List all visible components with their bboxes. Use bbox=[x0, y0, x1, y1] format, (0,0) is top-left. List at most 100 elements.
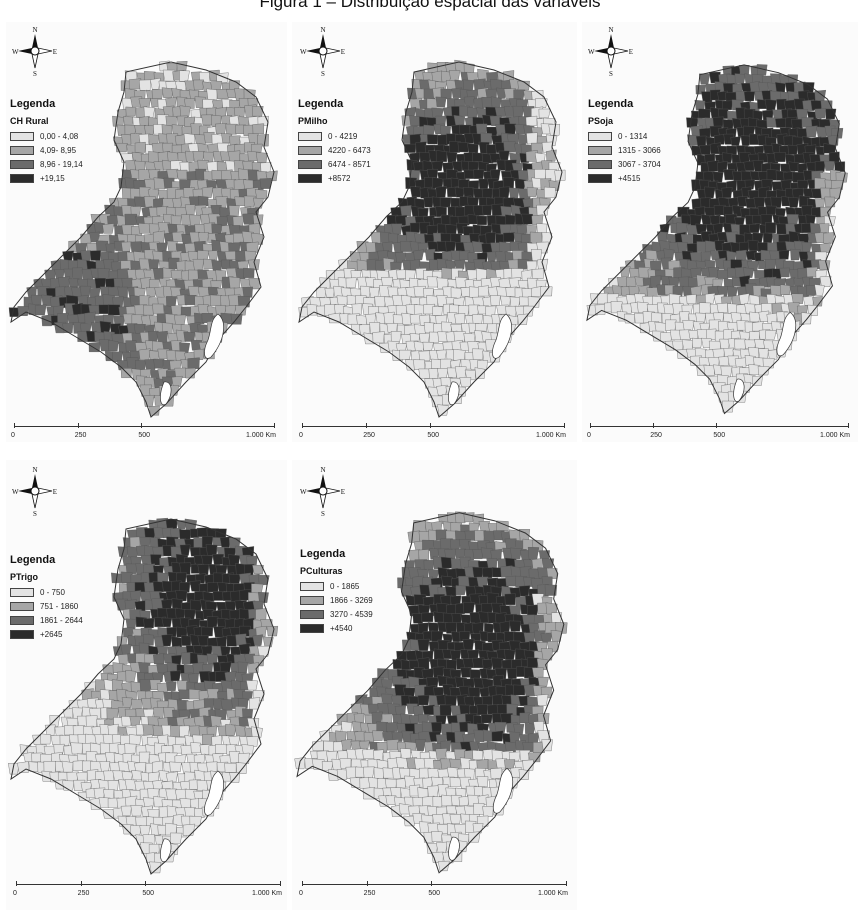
scale-tick bbox=[16, 881, 17, 886]
municipality-polygon bbox=[225, 123, 238, 135]
compass-rose-icon: N S E W bbox=[588, 26, 633, 76]
municipality-polygon bbox=[184, 98, 195, 109]
municipality-polygon bbox=[431, 70, 443, 83]
municipality-polygon bbox=[704, 186, 716, 199]
municipality-polygon bbox=[237, 295, 251, 308]
legend-swatch bbox=[10, 132, 34, 141]
municipality-polygon bbox=[259, 178, 272, 189]
municipality-polygon bbox=[464, 530, 477, 541]
municipality-polygon bbox=[749, 170, 761, 181]
municipality-polygon bbox=[508, 529, 521, 541]
municipality-polygon bbox=[79, 285, 92, 297]
scale-tick bbox=[302, 423, 303, 428]
municipality-polygon bbox=[734, 338, 747, 350]
municipality-polygon bbox=[820, 207, 832, 217]
municipality-polygon bbox=[765, 222, 777, 234]
municipality-polygon bbox=[472, 823, 484, 834]
municipality-polygon bbox=[481, 659, 494, 670]
municipality-polygon bbox=[453, 331, 466, 342]
lagoon-shape bbox=[204, 313, 224, 359]
municipality-polygon bbox=[532, 742, 546, 753]
municipality-polygon bbox=[124, 213, 137, 226]
municipality-polygon bbox=[818, 259, 831, 270]
municipality-polygon bbox=[814, 177, 826, 190]
legend-swatch bbox=[300, 596, 324, 605]
scale-label: 250 bbox=[77, 890, 90, 897]
municipality-polygon bbox=[718, 356, 731, 366]
municipality-polygon bbox=[90, 742, 102, 755]
municipality-polygon bbox=[699, 302, 711, 314]
municipality-polygon bbox=[341, 739, 353, 751]
scale-label: 0 bbox=[13, 890, 17, 897]
legend-title: Legenda bbox=[298, 98, 344, 110]
municipality-polygon bbox=[206, 88, 218, 100]
municipality-polygon bbox=[206, 761, 218, 773]
municipality-polygon bbox=[403, 815, 416, 827]
municipality-polygon bbox=[179, 562, 191, 575]
municipality-polygon bbox=[216, 636, 227, 647]
municipality-polygon bbox=[363, 766, 375, 779]
municipality-polygon bbox=[428, 259, 440, 271]
legend-label: +19,15 bbox=[40, 174, 65, 183]
municipality-polygon bbox=[252, 123, 265, 135]
municipality-polygon bbox=[192, 259, 205, 271]
legend-variable: PCulturas bbox=[300, 566, 343, 576]
municipality-polygon bbox=[235, 305, 247, 316]
legend-label: 3270 - 4539 bbox=[330, 610, 373, 619]
municipality-polygon bbox=[197, 195, 209, 207]
municipality-polygon bbox=[207, 582, 219, 593]
municipality-polygon bbox=[455, 602, 466, 615]
choropleth-map bbox=[8, 60, 278, 418]
municipality-polygon bbox=[242, 708, 253, 719]
municipality-polygon bbox=[516, 224, 528, 235]
municipality-polygon bbox=[476, 759, 489, 770]
municipality-polygon bbox=[258, 592, 269, 603]
municipality-polygon bbox=[418, 549, 429, 561]
legend-swatch bbox=[298, 146, 322, 155]
municipality-polygon bbox=[345, 277, 357, 288]
municipality-polygon bbox=[251, 583, 264, 594]
municipality-polygon bbox=[435, 748, 448, 760]
scale-label: 1.000 Km bbox=[538, 890, 568, 897]
municipality-polygon bbox=[472, 348, 484, 360]
compass-letter-s: S bbox=[33, 70, 37, 76]
municipality-polygon bbox=[138, 97, 151, 108]
municipality-polygon bbox=[612, 285, 624, 296]
municipality-polygon bbox=[112, 115, 125, 127]
municipality-polygon bbox=[124, 779, 137, 791]
municipality-polygon bbox=[810, 222, 821, 235]
municipality-polygon bbox=[215, 744, 228, 754]
municipality-polygon bbox=[762, 357, 775, 369]
state-outline bbox=[586, 64, 846, 415]
legend-item: 0,00 - 4,08 bbox=[10, 130, 83, 143]
municipality-polygon bbox=[775, 117, 787, 128]
municipality-polygon bbox=[121, 241, 132, 253]
municipality-polygon bbox=[319, 277, 331, 289]
municipality-polygon bbox=[471, 240, 484, 252]
municipality-polygon bbox=[544, 186, 556, 198]
legend-item: 6474 - 8571 bbox=[298, 158, 371, 171]
choropleth-map bbox=[294, 511, 568, 874]
scale-bar: 0 250 500 1.000 Km bbox=[299, 423, 566, 448]
compass-letter-s: S bbox=[321, 510, 325, 516]
municipality-polygon bbox=[373, 749, 384, 761]
municipality-polygon bbox=[508, 620, 522, 632]
scale-tick bbox=[716, 423, 718, 428]
municipality-polygon bbox=[62, 780, 75, 791]
municipality-polygon bbox=[174, 314, 187, 326]
municipality-polygon bbox=[376, 741, 389, 753]
municipality-polygon bbox=[345, 766, 358, 779]
municipality-polygon bbox=[541, 648, 553, 661]
municipality-polygon bbox=[125, 669, 137, 682]
municipality-polygon bbox=[681, 339, 694, 351]
municipality-polygon bbox=[780, 284, 791, 295]
municipality-polygon bbox=[247, 717, 260, 729]
municipality-polygon bbox=[440, 556, 453, 569]
municipality-polygon bbox=[368, 287, 380, 298]
legend-label: +4515 bbox=[618, 174, 641, 183]
municipality-polygon bbox=[423, 322, 435, 333]
municipality-polygon bbox=[717, 269, 729, 279]
municipality-polygon bbox=[235, 633, 247, 646]
municipality-polygon bbox=[517, 313, 529, 325]
municipality-polygon bbox=[138, 169, 151, 181]
